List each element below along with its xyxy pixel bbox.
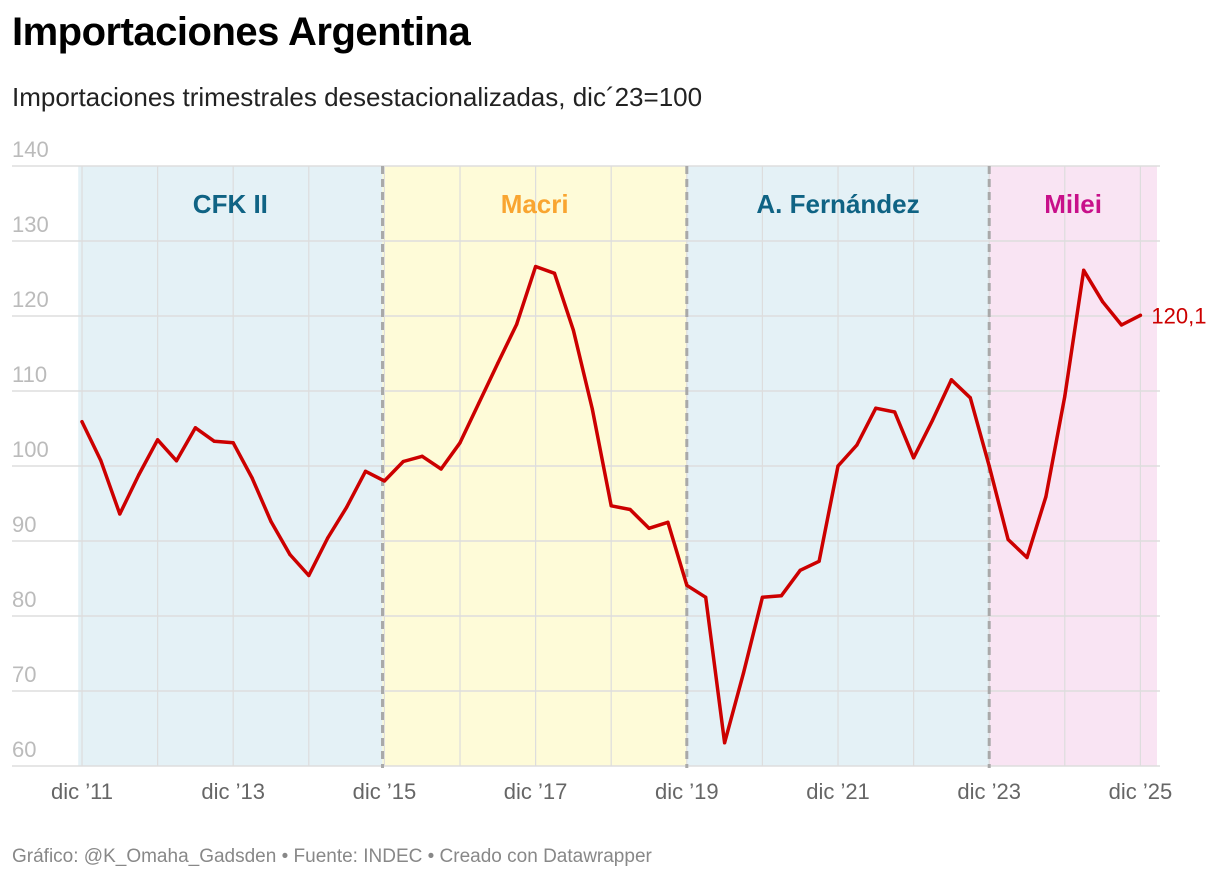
data-point-14 [345, 505, 349, 509]
data-point-11 [288, 552, 292, 557]
data-point-3 [137, 473, 141, 477]
data-point-6 [193, 426, 197, 430]
period-label-0: CFK II [193, 189, 268, 219]
period-label-3: Milei [1044, 189, 1102, 219]
data-point-40 [836, 464, 840, 468]
x-tick-label-2: dic ’15 [353, 779, 417, 804]
period-labels: CFK II Macri A. Fernández Milei [193, 189, 1102, 219]
data-point-31 [666, 520, 670, 524]
data-point-9 [250, 476, 254, 480]
period-label-2: A. Fernández [756, 189, 919, 219]
chart-footer: Gráfico: @K_Omaha_Gadsden • Fuente: INDE… [12, 846, 652, 867]
data-point-32 [685, 583, 689, 587]
data-point-53 [1082, 268, 1086, 272]
data-point-48 [987, 464, 991, 468]
y-tick-label-90: 90 [12, 512, 36, 537]
data-point-46 [949, 378, 954, 382]
data-point-49 [1006, 537, 1010, 542]
y-tick-label-140: 140 [12, 137, 49, 162]
data-point-7 [212, 439, 216, 443]
data-point-2 [118, 512, 122, 516]
data-point-18 [420, 454, 424, 458]
data-point-24 [534, 264, 538, 269]
data-point-20 [458, 441, 462, 445]
data-point-47 [968, 396, 972, 400]
data-point-35 [741, 671, 746, 675]
data-point-38 [798, 568, 802, 572]
data-point-33 [704, 595, 708, 599]
x-tick-label-6: dic ’23 [957, 779, 1021, 804]
data-point-13 [326, 536, 330, 540]
y-tick-label-60: 60 [12, 737, 36, 762]
chart-title: Importaciones Argentina [12, 10, 471, 54]
data-point-44 [912, 456, 916, 460]
data-point-55 [1119, 323, 1124, 327]
data-point-4 [156, 438, 160, 442]
series-layer: 120,1 [80, 264, 1206, 745]
data-point-26 [571, 328, 576, 332]
period-label-1: Macri [501, 189, 569, 219]
y-tick-label-130: 130 [12, 212, 49, 237]
chart-subtitle: Importaciones trimestrales desestacional… [12, 82, 703, 112]
x-tick-label-7: dic ’25 [1109, 779, 1173, 804]
data-point-52 [1063, 394, 1067, 398]
data-point-23 [515, 322, 519, 326]
data-point-25 [552, 271, 557, 275]
data-point-42 [874, 406, 878, 410]
y-tick-label-100: 100 [12, 437, 49, 462]
y-tick-label-80: 80 [12, 587, 36, 612]
end-value-label: 120,1 [1151, 303, 1206, 328]
y-tick-label-70: 70 [12, 662, 36, 687]
data-point-39 [817, 559, 821, 563]
data-point-17 [401, 459, 405, 464]
data-point-28 [609, 504, 613, 508]
x-tick-label-0: dic ’11 [51, 779, 113, 804]
y-tick-label-120: 120 [12, 287, 49, 312]
data-point-19 [439, 467, 443, 471]
data-point-36 [760, 595, 765, 599]
x-tick-label-3: dic ’17 [504, 779, 568, 804]
data-point-21 [477, 401, 481, 405]
data-point-30 [647, 526, 651, 530]
data-point-29 [628, 507, 632, 512]
x-tick-label-5: dic ’21 [806, 779, 870, 804]
gridlines [12, 165, 1160, 767]
data-point-37 [779, 594, 783, 598]
y-axis-labels: 60 70 80 90 100 110 120 130 140 [12, 137, 49, 762]
y-tick-label-110: 110 [12, 362, 47, 387]
data-point-27 [590, 407, 594, 411]
data-point-43 [893, 410, 897, 414]
data-point-5 [174, 459, 179, 463]
data-point-16 [382, 479, 386, 483]
data-point-1 [99, 459, 103, 463]
data-point-50 [1025, 555, 1029, 560]
x-axis-labels: dic ’11 dic ’13 dic ’15 dic ’17 dic ’19 dic ’… [51, 779, 1172, 804]
data-point-54 [1101, 300, 1105, 304]
data-point-41 [855, 443, 859, 447]
data-point-15 [363, 469, 368, 473]
data-point-56 [1138, 313, 1142, 317]
data-point-0 [80, 420, 84, 424]
data-point-45 [930, 418, 935, 422]
x-tick-label-1: dic ’13 [201, 779, 265, 804]
x-tick-label-4: dic ’19 [655, 779, 719, 804]
data-point-22 [496, 361, 500, 365]
data-point-8 [231, 441, 235, 445]
data-point-12 [307, 573, 311, 578]
data-point-34 [723, 741, 727, 745]
data-point-51 [1044, 495, 1048, 499]
data-point-10 [269, 519, 273, 524]
